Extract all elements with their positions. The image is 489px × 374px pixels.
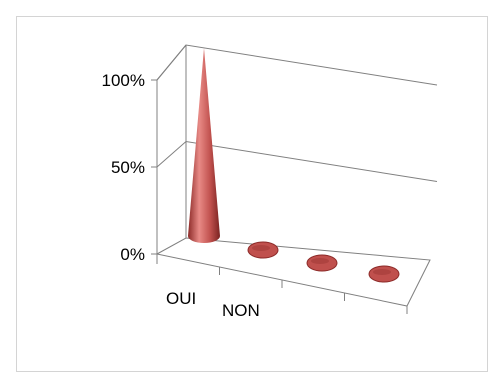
cone-mark bbox=[188, 48, 220, 243]
y-tick-label: 100% bbox=[102, 71, 145, 90]
gridlines bbox=[156, 44, 438, 182]
y-tick-label: 50% bbox=[111, 158, 145, 177]
chart-frame bbox=[16, 16, 488, 372]
disc-mark bbox=[368, 265, 400, 283]
category-label: NON bbox=[222, 301, 260, 320]
disc-shade bbox=[311, 258, 329, 264]
cone-marks bbox=[188, 48, 400, 283]
y-tick-label: 0% bbox=[120, 245, 145, 264]
category-labels: OUI NON bbox=[166, 289, 260, 320]
axes bbox=[151, 79, 408, 314]
gridline-50pct bbox=[156, 140, 438, 182]
gridline-100pct bbox=[156, 44, 438, 86]
floor-outline bbox=[156, 237, 431, 307]
disc-shade bbox=[373, 269, 391, 275]
disc-shade bbox=[252, 245, 270, 251]
category-label: OUI bbox=[166, 289, 196, 308]
y-tick-labels: 0% 50% 100% bbox=[102, 71, 145, 264]
disc-mark bbox=[247, 241, 279, 259]
disc-mark bbox=[306, 254, 338, 272]
